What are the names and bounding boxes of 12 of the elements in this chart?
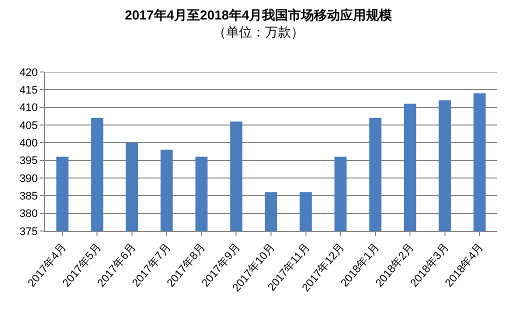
y-tick-label: 415: [19, 84, 38, 97]
y-tick-label: 385: [19, 190, 38, 203]
y-tick-label: 400: [19, 138, 38, 150]
y-tick-label: 375: [19, 226, 38, 238]
y-tick-label: 395: [19, 155, 38, 168]
y-tick-label: 390: [19, 172, 38, 185]
y-tick-label: 410: [19, 102, 38, 114]
y-tick-label: 405: [19, 120, 38, 132]
y-tick-label: 420: [19, 66, 38, 79]
y-tick-label: 380: [19, 208, 38, 220]
chart-title: 2017年4月至2018年4月我国市场移动应用规模: [124, 7, 392, 22]
chart-subtitle: （单位：万款）: [213, 24, 304, 40]
